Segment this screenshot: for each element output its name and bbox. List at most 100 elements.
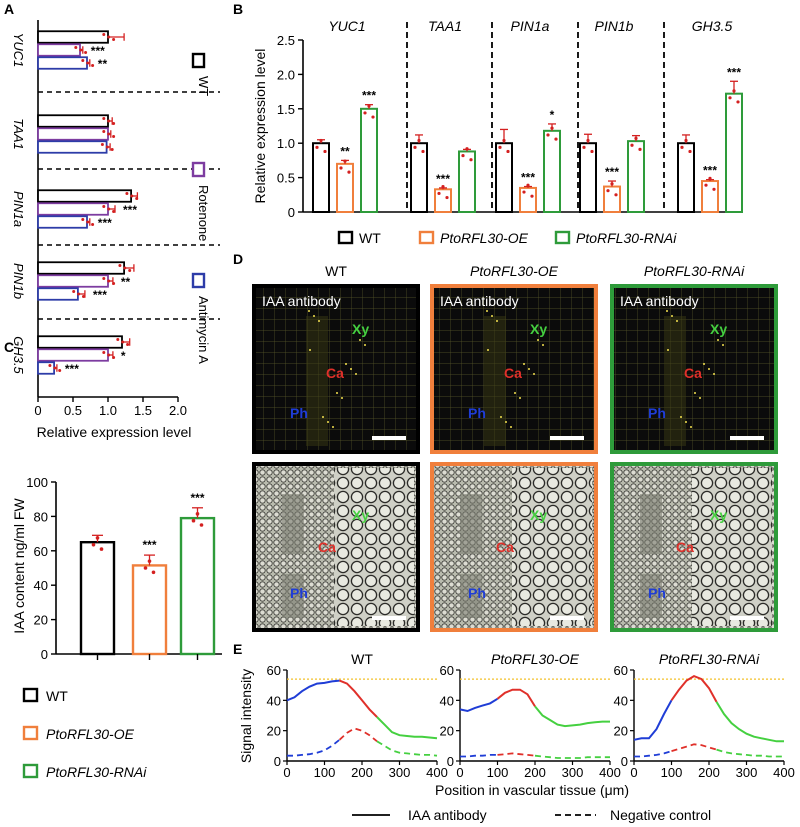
b-data-point — [614, 193, 618, 197]
a-data-point — [126, 343, 130, 346]
a-data-point — [112, 122, 116, 125]
iaa-signal-dot — [510, 426, 512, 428]
a-gene-label: YUC1 — [11, 33, 26, 68]
b-data-point — [421, 149, 425, 154]
c-data-point — [195, 512, 200, 516]
iaa-signal-dot — [345, 363, 347, 365]
iaa-signal-dot — [666, 310, 668, 312]
b-data-point — [343, 159, 347, 163]
a-data-point — [107, 353, 111, 357]
b-data-point — [606, 189, 610, 193]
cambium-label: Ca — [326, 365, 344, 381]
e-ytick-label: 20 — [440, 724, 454, 739]
scale-bar — [730, 616, 764, 620]
e-panel-title: WT — [351, 651, 373, 667]
b-bar — [458, 150, 476, 213]
b-significance: *** — [703, 164, 717, 178]
c-significance: *** — [142, 538, 156, 552]
b-data-point — [688, 149, 692, 154]
b-gene-label: PIN1a — [511, 18, 550, 34]
a-gene-label: PIN1b — [11, 263, 26, 299]
a-data-point — [107, 119, 111, 123]
e-legend-label: IAA antibody — [408, 807, 487, 823]
a-bar — [37, 202, 109, 216]
e-ylabel: Signal intensity — [238, 669, 254, 763]
iaa-signal-dot — [364, 344, 366, 346]
b-bar — [336, 162, 354, 213]
phloem-cells — [282, 574, 304, 618]
e-xtick-label: 200 — [524, 765, 546, 780]
antibody-label: IAA antibody — [262, 293, 341, 309]
cambium-label: Ca — [504, 365, 522, 381]
e-iaa-line — [633, 699, 673, 741]
a-data-point — [91, 64, 95, 67]
b-gene-label: PIN1b — [595, 18, 634, 34]
cambium-signal — [664, 316, 686, 446]
b-ytick-label: 0 — [288, 205, 295, 220]
b-data-point — [590, 149, 594, 154]
a-data-point — [102, 277, 106, 280]
b-data-point — [371, 115, 375, 119]
a-data-point — [105, 145, 109, 149]
a-legend-label: Antimycin A — [196, 296, 211, 364]
phloem-label: Ph — [648, 405, 666, 421]
scale-bar — [550, 616, 584, 620]
e-iaa-line — [670, 674, 718, 703]
b-data-point — [634, 136, 638, 140]
e-iaa-line — [715, 701, 784, 743]
b-bar — [410, 142, 428, 213]
scale-bar — [372, 436, 406, 440]
a-xtick-label: 0.5 — [64, 403, 82, 418]
a-bar — [37, 215, 88, 229]
xylem-cells — [692, 468, 772, 626]
b-data-point — [708, 176, 712, 180]
b-data-point — [610, 182, 614, 186]
iaa-signal-dot — [355, 373, 357, 375]
e-ytick-label: 60 — [267, 663, 281, 678]
e-xtick-label: 100 — [314, 765, 336, 780]
b-bar — [725, 92, 743, 213]
panel-a-chart: 0 0.5 1.0 1.5 2.0 Relative expression level YU… — [11, 20, 220, 440]
a-gene-label: PIN1a — [11, 191, 26, 227]
e-panel-title: PtoRFL30-RNAi — [659, 651, 760, 667]
b-significance: *** — [605, 165, 619, 179]
b-data-point — [680, 145, 684, 149]
b-bar — [677, 142, 695, 213]
phloem-cells — [640, 574, 662, 618]
c-data-point — [95, 536, 100, 540]
b-gene-label: YUC1 — [328, 18, 365, 34]
b-gene-label: GH3.5 — [692, 18, 733, 34]
a-xtick-label: 1.0 — [99, 403, 117, 418]
panel-a: A 0 0.5 1.0 1.5 2.0 Relative expression level… — [4, 1, 220, 440]
e-negative-control-line — [338, 727, 378, 742]
e-ytick-label: 20 — [267, 724, 281, 739]
cambium-signal — [306, 316, 328, 446]
e-xtick-label: 100 — [487, 765, 509, 780]
a-bar — [37, 140, 108, 154]
c-data-point — [147, 559, 152, 563]
e-ytick-label: 0 — [274, 754, 281, 769]
e-xlabel: Position in vascular tissue (μm) — [435, 782, 629, 798]
a-data-point — [74, 46, 78, 49]
a-data-point — [102, 130, 106, 133]
a-data-point — [112, 135, 116, 138]
a-legend-label: Rotenone — [196, 185, 211, 241]
b-data-point — [437, 191, 441, 196]
antibody-label: IAA antibody — [620, 293, 699, 309]
iaa-signal-dot — [667, 349, 669, 351]
iaa-signal-dot — [717, 339, 719, 341]
c-legend-label: WT — [46, 688, 68, 704]
c-data-point — [151, 570, 156, 575]
b-bar — [312, 142, 330, 213]
iaa-signal-dot — [500, 416, 502, 418]
b-data-point — [445, 195, 449, 200]
a-data-point — [77, 292, 81, 296]
b-data-point — [347, 170, 351, 174]
e-xtick-label: 0 — [283, 765, 290, 780]
b-ytick-label: 0.5 — [277, 171, 295, 186]
e-negative-control-line — [376, 740, 438, 757]
c-bar — [131, 564, 168, 656]
micrograph-column-title: PtoRFL30-OE — [470, 263, 559, 279]
